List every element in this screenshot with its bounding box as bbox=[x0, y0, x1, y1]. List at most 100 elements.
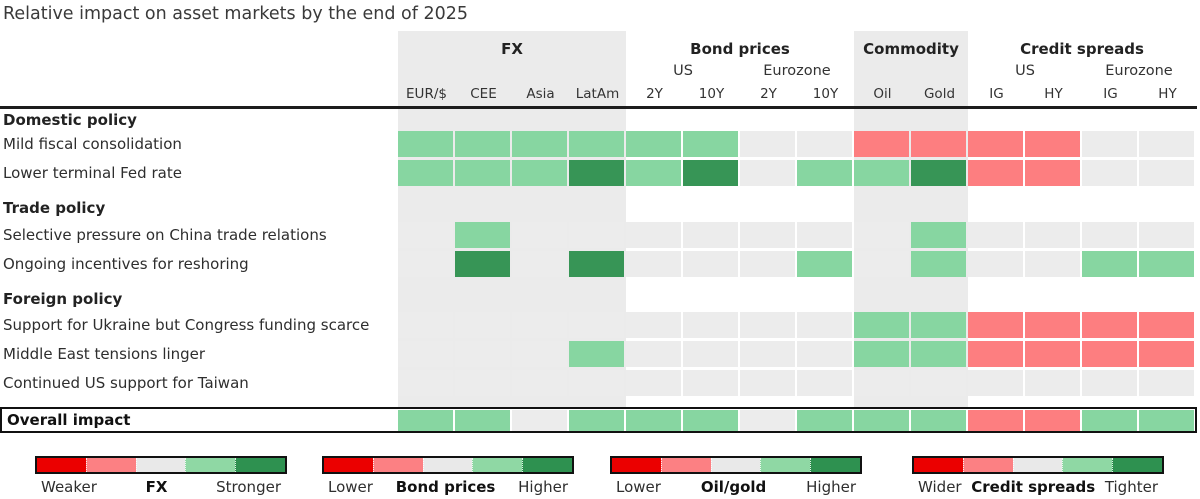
impact-cell bbox=[968, 222, 1023, 248]
legend-scale-segment bbox=[37, 458, 86, 472]
legend-scale-segment bbox=[372, 458, 423, 472]
impact-cell bbox=[512, 160, 567, 186]
impact-cell bbox=[854, 222, 909, 248]
row-label: Mild fiscal consolidation bbox=[3, 135, 182, 153]
row-label: Selective pressure on China trade relati… bbox=[3, 226, 327, 244]
column-tick-label: HY bbox=[1158, 86, 1177, 102]
legend-scale-segment bbox=[472, 458, 523, 472]
impact-cell bbox=[1025, 312, 1080, 338]
column-tick-label: EUR/$ bbox=[406, 86, 447, 102]
impact-cell bbox=[911, 370, 966, 396]
impact-cell bbox=[968, 160, 1023, 186]
overall-impact-cell bbox=[683, 409, 738, 431]
impact-cell bbox=[1025, 222, 1080, 248]
overall-impact-cell bbox=[1139, 409, 1194, 431]
impact-cell bbox=[569, 251, 624, 277]
impact-cell bbox=[626, 222, 681, 248]
impact-cell bbox=[683, 251, 738, 277]
column-tick-label: IG bbox=[989, 86, 1004, 102]
impact-cell bbox=[797, 131, 852, 157]
column-group-label: FX bbox=[501, 40, 523, 58]
column-tick-label: 2Y bbox=[760, 86, 777, 102]
legend-labels: Lower Oil/gold Higher bbox=[610, 477, 862, 496]
legend-scale-segment bbox=[962, 458, 1013, 472]
impact-cell bbox=[683, 341, 738, 367]
row-label: Middle East tensions linger bbox=[3, 345, 206, 363]
legend-labels: Weaker FX Stronger bbox=[35, 477, 287, 496]
legend-labels: Lower Bond prices Higher bbox=[322, 477, 574, 496]
overall-impact-cell bbox=[398, 409, 453, 431]
legend-scale-segment bbox=[1012, 458, 1063, 472]
impact-cell bbox=[683, 370, 738, 396]
column-tick-label: 10Y bbox=[812, 86, 839, 102]
impact-cell bbox=[911, 222, 966, 248]
row-label: Lower terminal Fed rate bbox=[3, 164, 182, 182]
impact-cell bbox=[1139, 160, 1194, 186]
section-label: Trade policy bbox=[3, 199, 106, 217]
overall-impact-cell bbox=[626, 409, 681, 431]
impact-cell bbox=[854, 370, 909, 396]
overall-impact-cell bbox=[740, 409, 795, 431]
impact-cell bbox=[512, 312, 567, 338]
impact-cell bbox=[968, 251, 1023, 277]
column-tick-label: 10Y bbox=[698, 86, 725, 102]
impact-cell bbox=[512, 341, 567, 367]
overall-impact-cell bbox=[797, 409, 852, 431]
impact-cell bbox=[683, 160, 738, 186]
impact-cell bbox=[854, 341, 909, 367]
legend-scale-segment bbox=[1062, 458, 1113, 472]
impact-cell bbox=[854, 251, 909, 277]
impact-cell bbox=[740, 370, 795, 396]
header-divider-line bbox=[0, 106, 1197, 109]
impact-cell bbox=[455, 312, 510, 338]
impact-cell bbox=[1025, 341, 1080, 367]
chart-title: Relative impact on asset markets by the … bbox=[3, 4, 469, 24]
column-tick-label: LatAm bbox=[575, 86, 620, 102]
impact-cell bbox=[797, 370, 852, 396]
impact-cell bbox=[968, 341, 1023, 367]
row-label: Continued US support for Taiwan bbox=[3, 374, 249, 392]
impact-cell bbox=[683, 222, 738, 248]
legend-scale-segment bbox=[135, 458, 186, 472]
legend-scale-segment bbox=[1112, 458, 1162, 472]
column-tick-label: Gold bbox=[923, 86, 956, 102]
impact-cell bbox=[1025, 131, 1080, 157]
column-subgroup-label: US bbox=[1015, 63, 1035, 79]
impact-cell bbox=[740, 312, 795, 338]
impact-cell bbox=[569, 222, 624, 248]
impact-cell bbox=[1139, 251, 1194, 277]
legend-scale-segment bbox=[660, 458, 711, 472]
legend-right-label: Higher bbox=[806, 477, 856, 496]
impact-cell bbox=[1025, 370, 1080, 396]
row-label: Support for Ukraine but Congress funding… bbox=[3, 316, 370, 334]
legend-scale-segment bbox=[612, 458, 661, 472]
impact-cell bbox=[740, 222, 795, 248]
column-group-label: Commodity bbox=[863, 40, 959, 58]
overall-impact-cell bbox=[512, 409, 567, 431]
overall-impact-cell bbox=[1025, 409, 1080, 431]
overall-impact-cell bbox=[455, 409, 510, 431]
impact-cell bbox=[740, 251, 795, 277]
impact-cell bbox=[626, 370, 681, 396]
column-tick-label: HY bbox=[1044, 86, 1063, 102]
column-tick-label: Oil bbox=[873, 86, 892, 102]
legend-scale-segment bbox=[422, 458, 473, 472]
column-tick-label: IG bbox=[1103, 86, 1118, 102]
legend-scale-segment bbox=[760, 458, 811, 472]
legend-center-label: FX bbox=[145, 477, 168, 496]
column-group-label: Bond prices bbox=[690, 40, 790, 58]
row-label: Ongoing incentives for reshoring bbox=[3, 255, 249, 273]
legend-center-label: Oil/gold bbox=[700, 477, 767, 496]
overall-impact-cell bbox=[569, 409, 624, 431]
impact-cell bbox=[797, 251, 852, 277]
column-subgroup-label: US bbox=[673, 63, 693, 79]
impact-cell bbox=[683, 312, 738, 338]
impact-cell bbox=[569, 341, 624, 367]
impact-cell bbox=[854, 312, 909, 338]
impact-cell bbox=[398, 312, 453, 338]
impact-cell bbox=[1082, 222, 1137, 248]
impact-cell bbox=[398, 160, 453, 186]
column-tick-label: CEE bbox=[470, 86, 497, 102]
impact-cell bbox=[1025, 251, 1080, 277]
impact-cell bbox=[569, 131, 624, 157]
